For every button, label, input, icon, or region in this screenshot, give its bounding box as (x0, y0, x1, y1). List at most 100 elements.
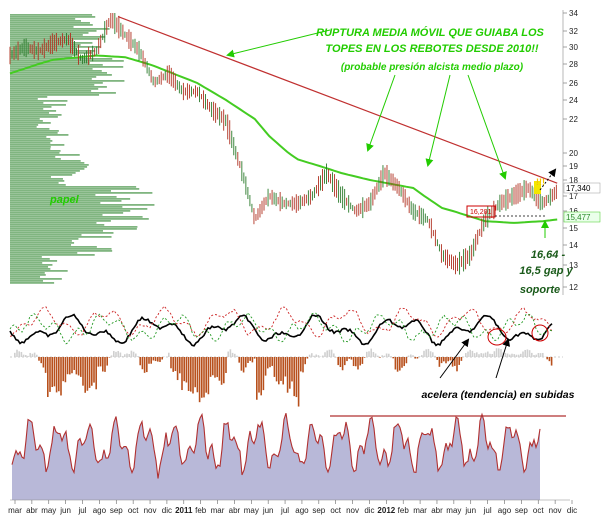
histogram-bar (148, 357, 150, 364)
volume-profile-bar (10, 34, 83, 36)
histogram-bar (432, 352, 434, 357)
histogram-bar (451, 357, 454, 367)
breakout-highlight (534, 181, 541, 194)
histogram-bar (269, 357, 271, 368)
y-tick-label: 34 (569, 9, 578, 18)
histogram-bar (150, 357, 152, 364)
histogram-bar (267, 357, 269, 369)
volume-profile-bar (10, 246, 97, 248)
y-axis: 34 32 30 28 26 24 22 20 19 18 17 16 15 14 13 12 (563, 9, 578, 292)
histogram-bar (423, 350, 425, 357)
histogram-bar (324, 352, 326, 357)
volume-profile-bar (10, 232, 114, 234)
x-tick-label: oct (533, 506, 544, 515)
volume-profile-bar (10, 160, 81, 162)
volume-profile-bar (10, 30, 97, 32)
x-tick-label: dic (567, 506, 577, 515)
histogram-bar (539, 353, 542, 357)
histogram-bar (308, 354, 311, 357)
price-tag (563, 182, 601, 194)
volume-profile-bar (10, 282, 55, 284)
histogram-bar (60, 357, 62, 396)
volume-profile (10, 14, 155, 284)
volume-profile-bar (10, 92, 116, 94)
volume-profile-bar (10, 172, 76, 174)
histogram-bar (390, 356, 392, 357)
histogram-bar (473, 353, 476, 357)
histogram-bar (304, 357, 306, 365)
histogram-bar (203, 357, 205, 398)
volume-profile-bar (10, 16, 96, 18)
x-tick-label: ago (295, 506, 309, 515)
volume-profile-bar (10, 106, 52, 108)
histogram-bar (330, 349, 333, 357)
histogram-bar (515, 354, 518, 357)
histogram-bar (372, 351, 375, 357)
histogram-bar (124, 354, 126, 357)
histogram-bar (456, 357, 458, 372)
histogram-bar (429, 351, 432, 357)
histogram-bar (157, 357, 159, 362)
histogram-bar (247, 357, 249, 363)
volume-profile-bar (10, 196, 117, 198)
histogram-bar (102, 357, 104, 372)
histogram-bar (77, 357, 80, 376)
volume-profile-bar (10, 96, 48, 98)
histogram-bar (381, 355, 383, 357)
histogram-bar (526, 349, 529, 357)
histogram-bar (271, 357, 273, 366)
histogram-bar (537, 353, 540, 357)
histogram-bar (467, 351, 469, 357)
histogram-bar (388, 353, 390, 357)
histogram-bar (370, 348, 372, 357)
volume-profile-bar (10, 104, 66, 106)
histogram-bar (489, 353, 491, 357)
volume-profile-bar (10, 216, 143, 218)
histogram-bar (511, 353, 513, 357)
volume-profile-bar (10, 236, 112, 238)
volume-profile-bar (10, 212, 124, 214)
histogram-bar (20, 351, 23, 357)
histogram-bar (291, 357, 293, 382)
histogram-bar (533, 354, 535, 357)
histogram-bar (196, 357, 199, 393)
histogram-bar (139, 357, 141, 366)
volume-profile-bar (10, 276, 41, 278)
histogram-bar (29, 352, 31, 357)
volume-profile-bar (10, 86, 107, 88)
histogram-bar (306, 357, 309, 359)
histogram-bar (84, 357, 86, 393)
histogram-bar (119, 352, 122, 357)
histogram-bar (368, 351, 370, 357)
volume-profile-bar (10, 190, 112, 192)
histogram-bar (348, 357, 350, 359)
volume-profile-bar (10, 180, 65, 182)
histogram-bar (454, 357, 456, 366)
histogram-bar (344, 357, 346, 366)
x-tick-label: ago (93, 506, 107, 515)
y-tick-label: 20 (569, 149, 578, 158)
circle-marker-2 (531, 324, 549, 342)
volume-profile-bar (10, 188, 140, 190)
volume-profile-bar (10, 254, 95, 256)
histogram-bar (40, 357, 42, 364)
x-tick-label: abr (26, 506, 38, 515)
histogram-bar (51, 357, 53, 388)
volume-profile-bar (10, 260, 58, 262)
histogram-bar (278, 357, 280, 385)
histogram-bar (469, 349, 471, 357)
histogram-bar (69, 357, 71, 375)
histogram-bar (172, 357, 174, 372)
histogram-bar (260, 357, 262, 396)
acelera-arrow-1 (439, 338, 470, 379)
y-tick-label: 16 (569, 207, 578, 216)
x-tick-label: dic (162, 506, 172, 515)
volume-profile-bar (10, 46, 101, 48)
histogram-bar (130, 350, 133, 357)
histogram-bar (528, 350, 531, 357)
volume-profile-bar (10, 130, 59, 132)
x-tick-label: jul (483, 506, 492, 515)
histogram-bar (64, 357, 67, 383)
histogram-bar (504, 352, 507, 357)
volume-profile-bar (10, 208, 148, 210)
